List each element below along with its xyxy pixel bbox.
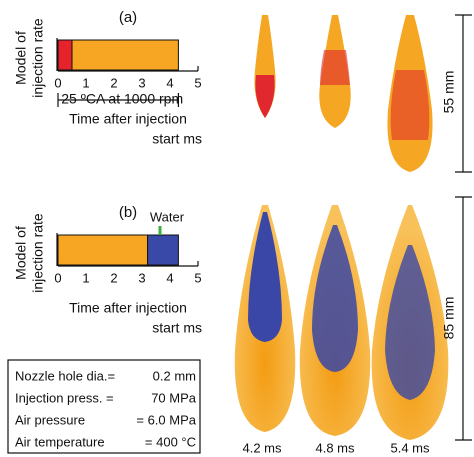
condition-value: 70 MPa xyxy=(151,390,197,405)
legend-label: Water xyxy=(150,209,185,224)
spray-images-top xyxy=(254,15,433,172)
length-label: 85 mm xyxy=(441,297,457,340)
x-tick-label: 5 xyxy=(194,270,201,285)
bar-segment xyxy=(57,39,73,71)
time-label: 4.8 ms xyxy=(315,440,355,455)
y-axis-label: injection rate xyxy=(30,213,46,293)
condition-name: Nozzle hole dia.= xyxy=(15,368,115,383)
x-tick-label: 2 xyxy=(110,270,117,285)
x-tick-label: 3 xyxy=(138,75,145,90)
condition-name: Air pressure xyxy=(15,412,85,427)
bar-segment xyxy=(71,39,179,71)
x-tick-label: 2 xyxy=(110,75,117,90)
conditions-box xyxy=(7,359,201,454)
panel-title: (a) xyxy=(119,9,137,26)
x-axis-label: start ms xyxy=(152,320,202,336)
x-tick-label: 1 xyxy=(82,75,89,90)
panel-title: (b) xyxy=(119,204,137,221)
condition-value: 0.2 mm xyxy=(153,368,196,383)
bar-segment xyxy=(147,234,179,266)
x-tick-label: 1 xyxy=(82,270,89,285)
time-label: 4.2 ms xyxy=(242,440,282,455)
condition-name: Air temperature xyxy=(15,434,105,449)
y-axis-label: Model of xyxy=(13,31,29,85)
time-label: 5.4 ms xyxy=(390,440,430,455)
x-tick-label: 3 xyxy=(138,270,145,285)
length-label: 55 mm xyxy=(441,71,457,114)
annotation: 25 ºCA at 1000 rpm xyxy=(61,91,183,107)
x-tick-label: 0 xyxy=(54,75,61,90)
x-axis-label: Time after injection xyxy=(69,300,187,316)
x-tick-label: 4 xyxy=(166,270,173,285)
condition-name: Injection press. = xyxy=(15,390,114,405)
y-axis-label: injection rate xyxy=(30,18,46,98)
spray-images-bottom xyxy=(234,205,449,440)
x-tick-label: 0 xyxy=(54,270,61,285)
x-axis-label: Time after injection xyxy=(69,111,187,127)
condition-value: = 6.0 MPa xyxy=(136,412,196,427)
x-tick-label: 5 xyxy=(194,75,201,90)
bar-segment xyxy=(57,234,149,266)
x-tick-label: 4 xyxy=(166,75,173,90)
y-axis-label: Model of xyxy=(13,226,29,280)
condition-value: = 400 °C xyxy=(145,434,196,449)
dimension-lines xyxy=(455,14,472,441)
x-axis-label: start ms xyxy=(152,131,202,147)
